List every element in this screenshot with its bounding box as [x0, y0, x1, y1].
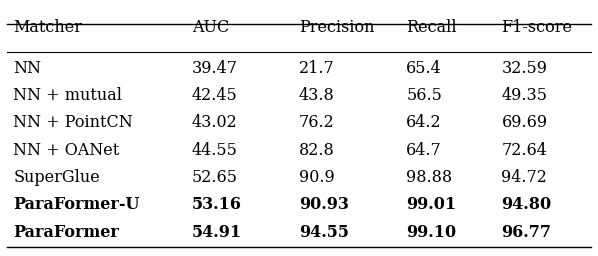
- Text: 99.01: 99.01: [406, 196, 456, 214]
- Text: NN + OANet: NN + OANet: [13, 142, 120, 159]
- Text: 43.8: 43.8: [299, 87, 335, 104]
- Text: 64.2: 64.2: [406, 114, 442, 131]
- Text: Precision: Precision: [299, 19, 374, 36]
- Text: AUC: AUC: [192, 19, 229, 36]
- Text: NN + mutual: NN + mutual: [13, 87, 123, 104]
- Text: 56.5: 56.5: [406, 87, 442, 104]
- Text: 64.7: 64.7: [406, 142, 442, 159]
- Text: 44.55: 44.55: [192, 142, 238, 159]
- Text: NN + PointCN: NN + PointCN: [13, 114, 133, 131]
- Text: 42.45: 42.45: [192, 87, 237, 104]
- Text: 69.69: 69.69: [501, 114, 548, 131]
- Text: 72.64: 72.64: [501, 142, 547, 159]
- Text: 94.80: 94.80: [501, 196, 551, 214]
- Text: 82.8: 82.8: [299, 142, 335, 159]
- Text: SuperGlue: SuperGlue: [13, 169, 100, 186]
- Text: 54.91: 54.91: [192, 224, 242, 241]
- Text: 43.02: 43.02: [192, 114, 237, 131]
- Text: Recall: Recall: [406, 19, 457, 36]
- Text: ParaFormer-U: ParaFormer-U: [13, 196, 140, 214]
- Text: ParaFormer: ParaFormer: [13, 224, 119, 241]
- Text: F1-score: F1-score: [501, 19, 572, 36]
- Text: 76.2: 76.2: [299, 114, 335, 131]
- Text: NN: NN: [13, 60, 41, 77]
- Text: 39.47: 39.47: [192, 60, 238, 77]
- Text: 94.72: 94.72: [501, 169, 547, 186]
- Text: 98.88: 98.88: [406, 169, 452, 186]
- Text: 21.7: 21.7: [299, 60, 335, 77]
- Text: 65.4: 65.4: [406, 60, 442, 77]
- Text: Matcher: Matcher: [13, 19, 83, 36]
- Text: 49.35: 49.35: [501, 87, 547, 104]
- Text: 32.59: 32.59: [501, 60, 547, 77]
- Text: 52.65: 52.65: [192, 169, 238, 186]
- Text: 90.9: 90.9: [299, 169, 335, 186]
- Text: 90.93: 90.93: [299, 196, 349, 214]
- Text: 94.55: 94.55: [299, 224, 349, 241]
- Text: 96.77: 96.77: [501, 224, 551, 241]
- Text: 99.10: 99.10: [406, 224, 456, 241]
- Text: 53.16: 53.16: [192, 196, 242, 214]
